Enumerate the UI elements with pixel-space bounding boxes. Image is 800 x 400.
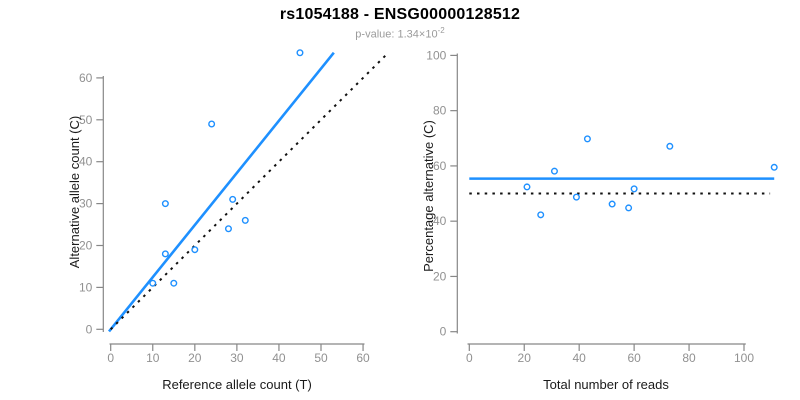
data-point	[224, 225, 232, 233]
x-tick-label: 0	[107, 351, 114, 365]
y-tick-label: 30	[79, 197, 93, 211]
data-point	[537, 211, 545, 219]
y-tick-label: 0	[440, 325, 447, 339]
right-scatter-plot: 0 20 40 60 80 100 0 20 40 60 80 100 Total number of …	[421, 48, 778, 392]
data-point	[770, 163, 778, 171]
data-point	[630, 185, 638, 193]
y-tick-label: 100	[426, 48, 446, 62]
data-point	[583, 135, 591, 143]
x-tick-label: 80	[682, 351, 696, 365]
y-tick-label: 80	[433, 104, 447, 118]
y-tick-label: 20	[79, 239, 93, 253]
data-point	[208, 120, 216, 128]
y-axis-title: Alternative allele count (C)	[67, 116, 82, 268]
data-point	[161, 250, 169, 258]
x-tick-label: 40	[272, 351, 286, 365]
data-point	[170, 279, 178, 287]
y-tick-label: 60	[79, 71, 93, 85]
y-tick-label: 40	[433, 214, 447, 228]
x-axis-title: Total number of reads	[543, 377, 669, 392]
data-point	[241, 216, 249, 224]
p-value-text: p-value: 1.34×10	[355, 28, 438, 41]
y-axis-title: Percentage alternative (C)	[421, 120, 436, 272]
y-tick-label: 50	[79, 113, 93, 127]
x-tick-label: 60	[627, 351, 641, 365]
data-point	[608, 200, 616, 208]
x-tick-label: 0	[466, 351, 473, 365]
data-point	[572, 193, 580, 201]
x-tick-label: 40	[573, 351, 587, 365]
data-point	[149, 279, 157, 287]
y-tick-label: 20	[433, 269, 447, 283]
y-tick-label: 60	[433, 159, 447, 173]
data-point	[550, 167, 558, 175]
y-tick-label: 10	[79, 280, 93, 294]
p-value-exponent: -2	[437, 26, 445, 35]
data-point	[296, 49, 304, 57]
data-point	[625, 204, 633, 212]
x-axis-title: Reference allele count (T)	[162, 377, 312, 392]
fit-line	[108, 51, 335, 333]
left-scatter-plot: 0 10 20 30 40 50 60 0 10 20 30 40 50 60 Reference alle…	[67, 49, 390, 392]
data-point	[666, 142, 674, 150]
y-tick-label: 40	[79, 155, 93, 169]
x-tick-label: 100	[734, 351, 754, 365]
x-tick-label: 50	[314, 351, 328, 365]
y-tick-label: 0	[86, 322, 93, 336]
x-tick-label: 30	[230, 351, 244, 365]
data-point	[161, 200, 169, 208]
x-tick-label: 60	[356, 351, 370, 365]
x-tick-label: 20	[518, 351, 532, 365]
x-tick-label: 20	[188, 351, 202, 365]
data-point	[191, 246, 199, 254]
data-point	[523, 183, 531, 191]
identity-line	[109, 52, 390, 331]
data-point	[229, 195, 237, 203]
chart-title: rs1054188 - ENSG00000128512	[279, 6, 521, 23]
p-value-label: p-value: 1.34×10-2	[0, 26, 800, 41]
x-tick-label: 10	[146, 351, 160, 365]
